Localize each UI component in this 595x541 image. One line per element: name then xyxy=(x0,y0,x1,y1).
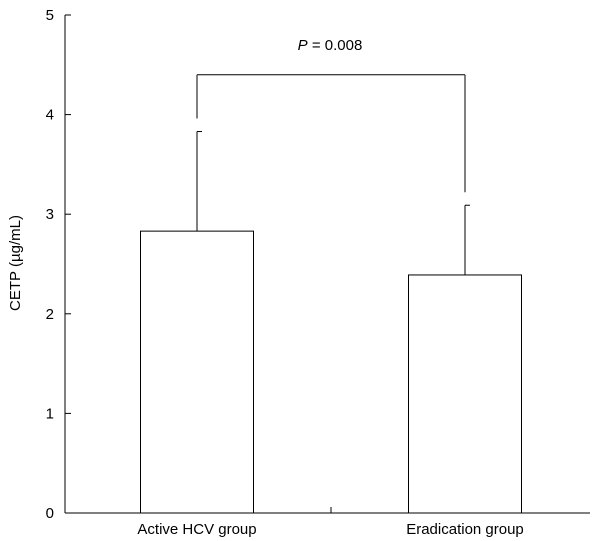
p-value-annotation: P = 0.008 xyxy=(298,37,363,54)
x-axis: Active HCV group Eradication group xyxy=(65,507,590,538)
bar xyxy=(140,230,254,514)
y-tick-label: 5 xyxy=(46,7,54,24)
y-tick-label: 0 xyxy=(46,505,54,522)
x-tick-label: Eradication group xyxy=(406,521,524,538)
y-axis: 0 1 2 3 4 5 xyxy=(46,7,71,522)
y-tick-label: 4 xyxy=(46,107,54,124)
significance-bracket xyxy=(196,74,466,193)
p-value: = 0.008 xyxy=(308,37,363,54)
p-symbol: P xyxy=(298,37,308,54)
x-tick-label: Active HCV group xyxy=(137,521,256,538)
error-bars xyxy=(196,131,470,275)
y-tick-label: 3 xyxy=(46,206,54,223)
y-tick-label: 1 xyxy=(46,405,54,422)
bar xyxy=(408,274,522,514)
bars xyxy=(140,230,522,514)
y-tick-label: 2 xyxy=(46,306,54,323)
y-axis-title: CETP (µg/mL) xyxy=(7,215,24,311)
